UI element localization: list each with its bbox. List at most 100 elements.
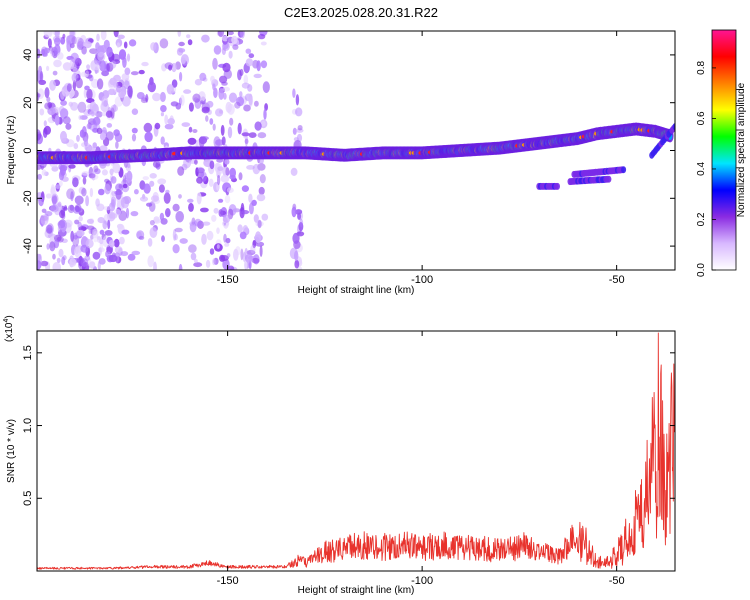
spectrogram-noise-cell xyxy=(235,246,241,256)
spectrogram-noise-cell xyxy=(66,188,75,200)
spectrogram-noise-cell xyxy=(46,65,50,71)
x-tick-label: -100 xyxy=(411,575,433,587)
snr-series-line xyxy=(37,332,675,570)
spectrogram-noise-cell xyxy=(144,131,153,143)
spectrogram-noise-cell xyxy=(145,93,149,103)
spectrogram-noise-cell xyxy=(47,107,56,116)
spectrogram-noise-cell xyxy=(115,188,122,200)
spectrogram-noise-cell xyxy=(172,244,180,254)
spectrogram-noise-cell xyxy=(92,64,101,71)
spectrogram-noise-cell xyxy=(244,138,249,144)
spectrogram-noise-cell xyxy=(254,231,262,244)
spectrogram-noise-cell xyxy=(244,253,253,263)
spectrogram-noise-cell xyxy=(58,248,64,258)
spectrogram-noise-cell xyxy=(63,206,68,211)
spectrogram-noise-cell xyxy=(57,201,62,208)
spectrogram-noise-cell xyxy=(168,64,173,71)
spectrogram-noise-cell xyxy=(95,111,103,118)
spectrogram-noise-cell xyxy=(113,129,120,137)
spectrogram-noise-cell xyxy=(200,207,209,213)
spectrogram-noise-cell xyxy=(229,117,234,126)
y-tick-label: 1.0 xyxy=(22,418,34,433)
spectrogram-noise-cell xyxy=(160,105,167,113)
spectrogram-noise-cell xyxy=(212,57,218,70)
spectrogram-noise-cell xyxy=(159,38,169,49)
spectrogram-noise-cell xyxy=(216,158,224,163)
spectrogram-noise-cell xyxy=(260,41,267,46)
spectrogram-noise-cell xyxy=(171,79,178,88)
spectrogram-noise-cell xyxy=(259,245,263,257)
spectrogram-noise-cell xyxy=(131,133,137,142)
spectrogram-noise-cell xyxy=(149,180,155,187)
spectrogram-noise-cell xyxy=(143,183,151,194)
spectrogram-noise-cell xyxy=(56,236,64,243)
spectrogram-noise-cell xyxy=(181,122,191,127)
spectrogram-noise-cell xyxy=(297,125,303,131)
spectrogram-noise-cell xyxy=(292,88,296,98)
spectrogram-noise-cell xyxy=(222,86,230,92)
spectrogram-noise-cell xyxy=(179,71,183,82)
spectrogram-noise-cell xyxy=(294,250,299,261)
spectrogram-noise-cell xyxy=(160,136,165,145)
spectrogram-noise-cell xyxy=(209,248,215,255)
spectrogram-noise-cell xyxy=(57,52,64,60)
spectrogram-noise-cell xyxy=(96,238,103,243)
spectrogram-noise-cell xyxy=(238,172,243,181)
spectrogram-noise-cell xyxy=(220,174,230,183)
spectrogram-noise-cell xyxy=(84,85,90,91)
spectrogram-noise-cell xyxy=(194,218,202,227)
spectrogram-noise-cell xyxy=(102,220,108,230)
spectrogram-noise-cell xyxy=(97,217,105,224)
spectrogram-noise-cell xyxy=(150,42,157,51)
spectrogram-noise-cell xyxy=(222,214,231,223)
y-tick-label: -20 xyxy=(22,190,34,206)
spectrogram-noise-cell xyxy=(92,228,99,239)
spectrogram-noise-cell xyxy=(183,157,192,169)
spectrogram-noise-cell xyxy=(87,258,92,267)
spectrogram-noise-cell xyxy=(115,141,119,149)
spectrogram-noise-cell xyxy=(84,69,92,75)
spectrogram-noise-cell xyxy=(52,253,56,260)
spectrogram-noise-cell xyxy=(77,221,82,229)
spectrogram-noise-cell xyxy=(188,244,197,253)
spectrogram-noise-cell xyxy=(81,187,87,197)
spectrogram-noise-cell xyxy=(257,132,267,139)
spectrogram-noise-cell xyxy=(239,68,244,77)
spectrogram-noise-cell xyxy=(89,48,98,54)
spectrogram-panel: -150 -100 -50 -40 -20 0 20 40 Height of straig… xyxy=(6,30,676,296)
spectrogram-noise-cell xyxy=(223,92,227,100)
spectrogram-noise-cell xyxy=(123,80,130,90)
spectrogram-noise-cell xyxy=(56,257,61,263)
spectrogram-noise-cell xyxy=(128,87,133,99)
spectrogram-noise-cell xyxy=(177,166,185,176)
x-tick-label: -100 xyxy=(411,274,433,286)
spectrogram-noise-cell xyxy=(159,91,166,103)
spectrogram-noise-cell xyxy=(50,52,55,57)
spectrogram-noise-cell xyxy=(92,231,99,243)
spectrogram-feature-cell xyxy=(606,175,612,183)
snr-y-axis-label: SNR (10 * v/v) xyxy=(6,419,17,483)
spectrogram-noise-cell xyxy=(212,258,216,266)
spectrogram-noise-cell xyxy=(79,129,85,138)
spectrogram-noise-cell xyxy=(177,31,182,37)
x-tick-label: -50 xyxy=(609,274,625,286)
spectrogram-noise-cell xyxy=(82,176,87,185)
spectrogram-noise-cell xyxy=(225,101,232,113)
spectrogram-noise-cell xyxy=(295,128,304,133)
spectrogram-noise-cell xyxy=(217,166,224,172)
spectrogram-noise-cell xyxy=(194,258,198,264)
spectrogram-noise-cell xyxy=(240,248,244,261)
spectrogram-noise-cell xyxy=(149,220,155,226)
spectrogram-noise-cell xyxy=(92,116,101,126)
spectrogram-noise-cell xyxy=(89,101,97,112)
spectrogram-noise-cell xyxy=(216,244,220,249)
spectrogram-noise-cell xyxy=(147,81,156,93)
spectrogram-noise-cell xyxy=(244,260,248,270)
spectrogram-noise-cell xyxy=(210,75,215,83)
spectrogram-noise-cell xyxy=(85,195,89,207)
spectrogram-noise-cell xyxy=(62,116,71,125)
spectrogram-noise-cell xyxy=(212,123,216,131)
spectrogram-noise-cell xyxy=(110,104,119,112)
spectrogram-noise-cell xyxy=(108,254,118,263)
spectrogram-noise-cell xyxy=(159,212,165,221)
